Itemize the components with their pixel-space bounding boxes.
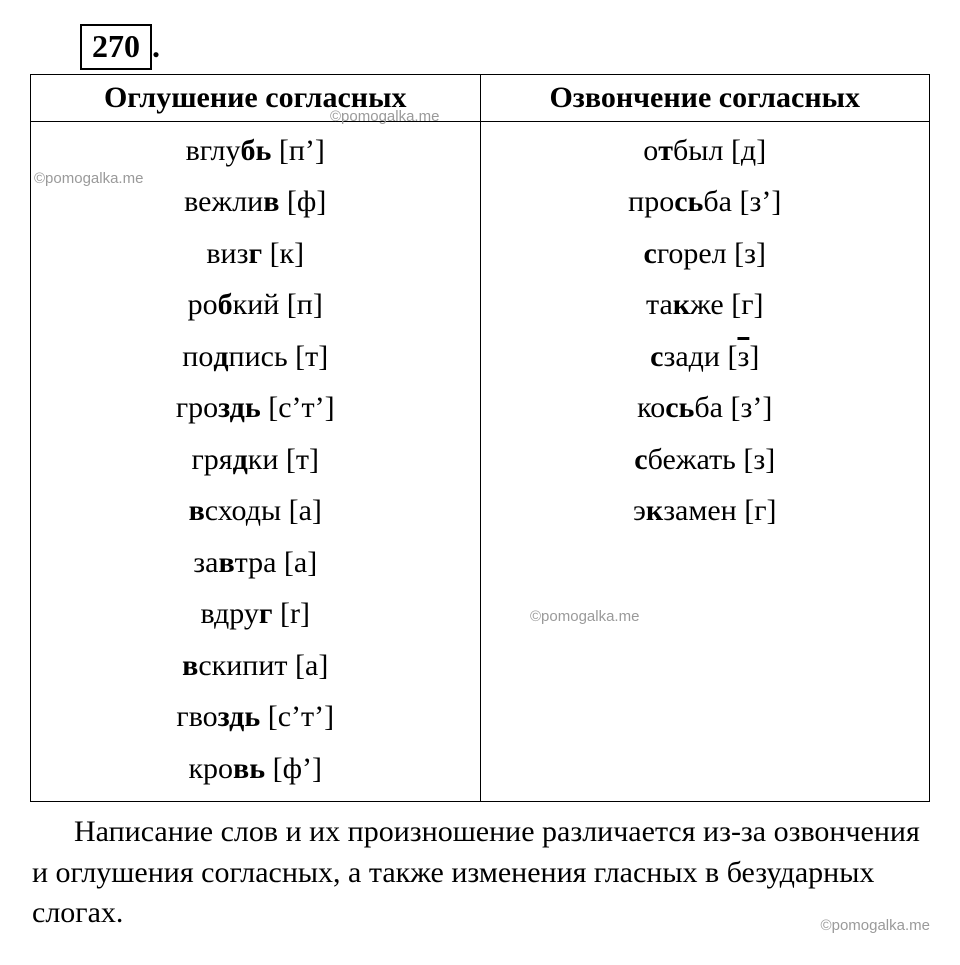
word-entry: также [г] <box>646 286 764 324</box>
word-entry: кровь [ф’] <box>188 750 322 788</box>
page: ©pomogalka.me ©pomogalka.me ©pomogalka.m… <box>0 0 960 964</box>
word-entry: гвоздь [с’т’] <box>176 698 334 736</box>
word-entry: всходы [а] <box>189 492 322 530</box>
word-entry: сбежать [з] <box>634 441 775 479</box>
word-entry: вдруг [r] <box>201 595 310 633</box>
word-entry: вглубь [п’] <box>186 132 325 170</box>
watermark: ©pomogalka.me <box>34 170 143 187</box>
word-entry: сзади [з] <box>650 338 759 376</box>
right-list: отбыл [д] просьба [з’] сгорел [з] также [г]… <box>487 132 924 530</box>
word-entry: вежлив [ф] <box>184 183 326 221</box>
word-entry: визг [к] <box>206 235 304 273</box>
word-entry: гроздь [с’т’] <box>176 389 335 427</box>
left-column-cell: вглубь [п’] вежлив [ф] визг [к] робкий [п] п… <box>31 121 481 802</box>
word-entry: сгорел [з] <box>643 235 766 273</box>
right-column-cell: отбыл [д] просьба [з’] сгорел [з] также [г]… <box>480 121 930 802</box>
header-right: Озвончение согласных <box>480 74 930 121</box>
word-entry: робкий [п] <box>188 286 323 324</box>
exercise-dot: . <box>152 28 160 64</box>
left-list: вглубь [п’] вежлив [ф] визг [к] робкий [п] п… <box>37 132 474 788</box>
word-entry: завтра [а] <box>193 544 317 582</box>
watermark: ©pomogalka.me <box>530 608 639 625</box>
exercise-heading: 270. <box>30 24 930 74</box>
word-entry: грядки [т] <box>191 441 319 479</box>
watermark: ©pomogalka.me <box>821 917 930 934</box>
word-entry: вскипит [а] <box>182 647 328 685</box>
consonant-table: Оглушение согласных Озвончение согласных… <box>30 74 930 803</box>
exercise-number: 270 <box>80 24 152 70</box>
word-entry: подпись [т] <box>182 338 328 376</box>
word-entry: экзамен [г] <box>633 492 777 530</box>
word-entry: отбыл [д] <box>643 132 766 170</box>
word-entry: просьба [з’] <box>628 183 781 221</box>
explanation-text: Написание слов и их произношение различа… <box>30 812 930 934</box>
word-entry: косьба [з’] <box>637 389 772 427</box>
watermark: ©pomogalka.me <box>330 108 439 125</box>
